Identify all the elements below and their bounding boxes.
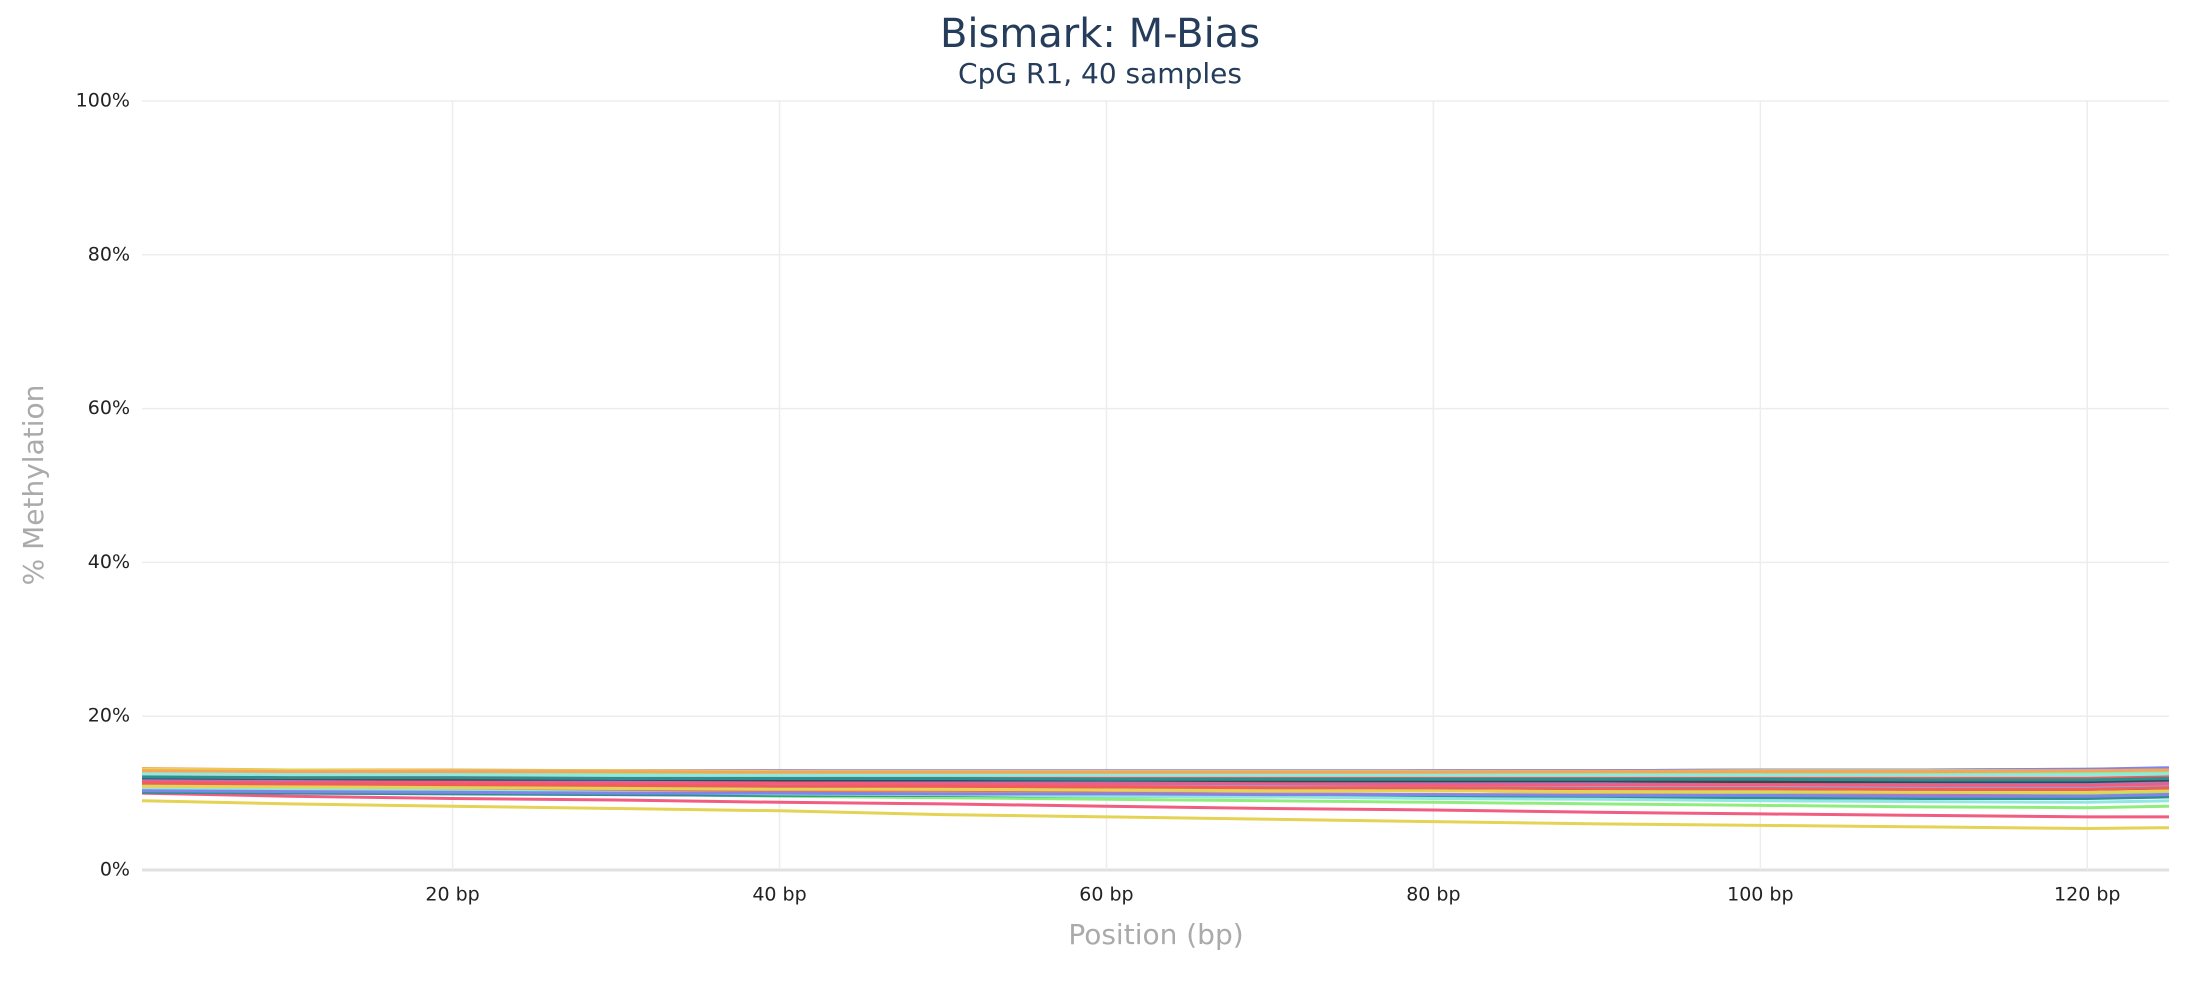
y-axis-title: % Methylation	[17, 385, 50, 586]
series-line	[141, 799, 2170, 830]
series-line	[141, 780, 2170, 787]
series-line	[141, 775, 2170, 782]
x-tick-label: 40 bp	[752, 884, 806, 906]
x-tick-label: 120 bp	[2054, 884, 2120, 906]
chart-title: Bismark: M-Bias	[940, 11, 1260, 57]
series-line	[141, 772, 2170, 777]
y-tick-label: 40%	[88, 551, 130, 573]
y-tick-label: 20%	[88, 705, 130, 727]
x-axis-title: Position (bp)	[1068, 918, 1243, 951]
x-tick-label: 100 bp	[1727, 884, 1793, 906]
series-line	[141, 784, 2170, 794]
series-line	[141, 789, 2170, 798]
y-tick-label: 60%	[88, 397, 130, 419]
x-tick-label: 60 bp	[1079, 884, 1133, 906]
x-tick-label: 80 bp	[1406, 884, 1460, 906]
y-tick-label: 0%	[100, 859, 130, 881]
series-line	[141, 768, 2170, 774]
x-tick-label: 20 bp	[425, 884, 479, 906]
series-line	[141, 781, 2170, 791]
y-tick-label: 100%	[76, 90, 130, 112]
y-tick-label: 80%	[88, 243, 130, 265]
chart-subtitle: CpG R1, 40 samples	[958, 57, 1242, 90]
series-line	[141, 791, 2169, 819]
